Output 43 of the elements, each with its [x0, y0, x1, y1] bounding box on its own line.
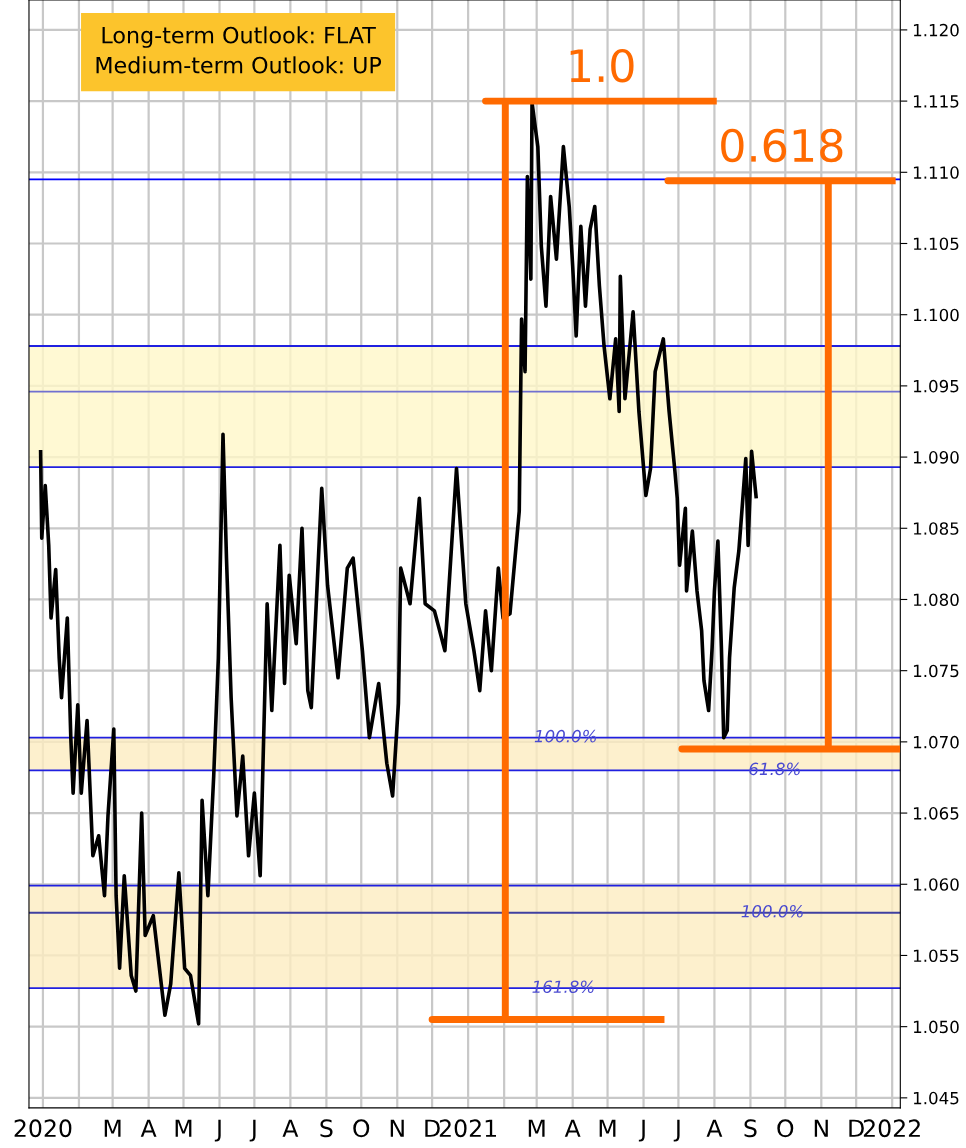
y-tick-label: 1.045 — [913, 1091, 959, 1105]
x-tick-label: M — [104, 1119, 121, 1137]
y-tick-label: 1.070 — [913, 735, 959, 749]
y-tick-label: 1.090 — [913, 451, 959, 464]
x-tick-label: J — [673, 1119, 680, 1142]
y-tick-label: 1.095 — [913, 379, 959, 393]
annotation: Medium-term Outlook: UP — [96, 56, 382, 74]
x-tick-label: A — [140, 1119, 157, 1137]
y-tick-label: 1.050 — [913, 1020, 959, 1034]
y-tick-label: 1.060 — [913, 878, 959, 891]
y-tick-label: 1.085 — [913, 522, 959, 535]
x-tick-label: A — [706, 1119, 723, 1137]
x-tick-label: N — [390, 1119, 404, 1137]
y-tick-label: 1.105 — [913, 237, 959, 251]
x-tick-label: S — [744, 1119, 757, 1138]
x-tick-label: N — [814, 1119, 828, 1137]
x-tick-label: O — [353, 1119, 370, 1138]
x-tick-label: J — [638, 1119, 645, 1142]
y-tick-label: 1.115 — [913, 95, 959, 108]
series-label: 1.0 — [570, 48, 634, 83]
y-tick-label: 1.110 — [913, 166, 959, 179]
y-tick-label: 1.055 — [913, 949, 959, 963]
series-label: 0.618 — [721, 128, 843, 163]
y-tick-label: 1.065 — [913, 807, 959, 820]
x-tick-label: D — [425, 1119, 440, 1137]
x-tick-label: D — [849, 1119, 864, 1137]
x-tick-label: 2021 — [439, 1119, 496, 1138]
x-tick-label: M — [599, 1119, 616, 1137]
x-tick-label: 2020 — [14, 1119, 72, 1138]
y-tick-label: 1.120 — [913, 23, 959, 37]
x-tick-label: S — [320, 1119, 333, 1138]
annotation: Long-term Outlook: FLAT — [102, 26, 376, 48]
x-tick-label: M — [175, 1119, 192, 1137]
x-tick-label: M — [528, 1119, 545, 1137]
x-tick-label: O — [777, 1119, 794, 1138]
x-tick-label: J — [214, 1119, 221, 1142]
y-tick-label: 1.100 — [913, 308, 959, 322]
y-tick-label: 1.080 — [913, 593, 959, 607]
x-tick-label: A — [282, 1119, 299, 1137]
x-tick-label: A — [564, 1119, 581, 1137]
x-tick-label: 2022 — [863, 1119, 920, 1138]
y-tick-label: 1.075 — [913, 664, 959, 678]
x-tick-label: J — [249, 1119, 256, 1142]
